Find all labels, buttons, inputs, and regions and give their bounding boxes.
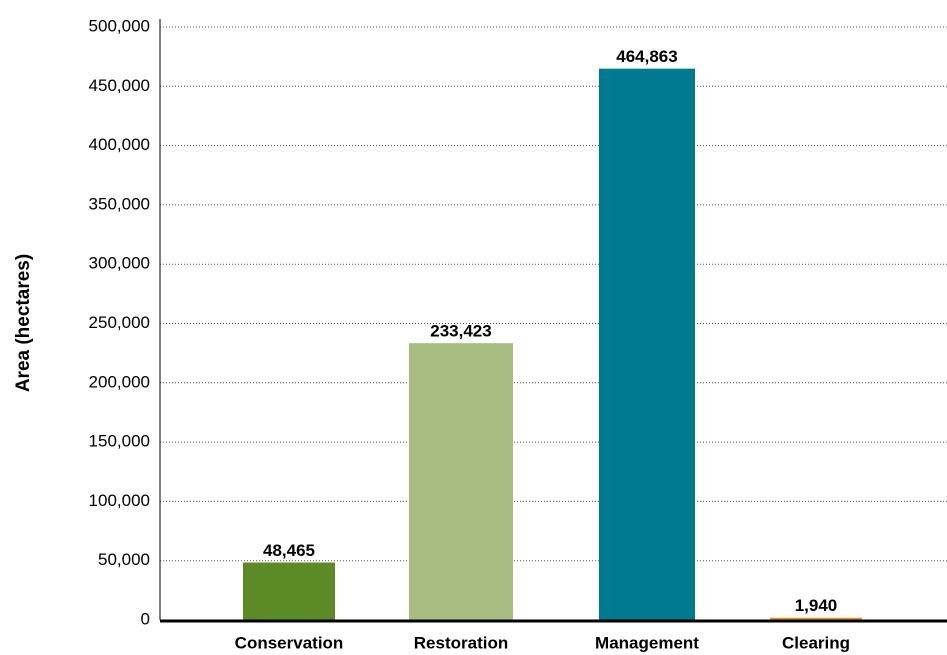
y-tick-label: 100,000 (89, 491, 150, 510)
bar (770, 617, 862, 620)
value-label: 48,465 (263, 541, 315, 560)
x-tick-label: Restoration (414, 633, 508, 652)
y-tick-label: 400,000 (89, 135, 150, 154)
y-tick-label: 200,000 (89, 372, 150, 391)
y-tick-label: 500,000 (89, 16, 150, 35)
value-label: 464,863 (616, 47, 677, 66)
x-tick-label: Management (595, 633, 699, 652)
value-label: 233,423 (430, 322, 491, 341)
bar (409, 343, 513, 620)
x-tick-label: Conservation (235, 633, 344, 652)
y-tick-label: 350,000 (89, 194, 150, 213)
bar (599, 68, 695, 620)
y-axis-label: Area (hectares) (13, 254, 34, 392)
bar (243, 562, 335, 620)
y-tick-label: 150,000 (89, 432, 150, 451)
value-label: 1,940 (795, 596, 838, 615)
y-tick-label: 50,000 (98, 550, 150, 569)
y-tick-label: 450,000 (89, 76, 150, 95)
y-tick-label: 250,000 (89, 313, 150, 332)
y-tick-label: 300,000 (89, 254, 150, 273)
x-tick-label: Clearing (782, 633, 850, 652)
y-tick-label: 0 (141, 609, 150, 628)
